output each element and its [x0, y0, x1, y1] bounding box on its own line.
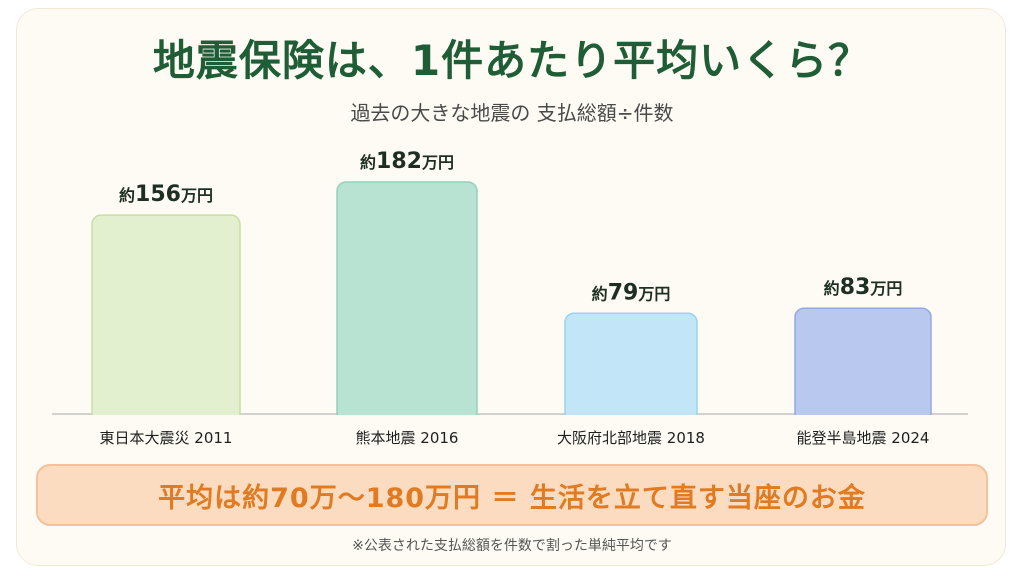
value-label-unit: 万円: [421, 153, 454, 172]
value-label-2: 約182万円: [360, 149, 454, 174]
value-label-prefix: 約: [824, 279, 840, 298]
category-label-2: 熊本地震 2016: [356, 429, 459, 447]
bar-base-mask-4: [793, 415, 933, 425]
category-label-4: 能登半島地震 2024: [797, 429, 930, 447]
summary-banner: 平均は約70万〜180万円 ＝ 生活を立て直す当座のお金: [36, 464, 988, 526]
chart-subtitle: 過去の大きな地震の 支払総額÷件数: [350, 101, 674, 125]
value-label-unit: 万円: [869, 279, 902, 298]
value-label-number: 182: [376, 149, 422, 174]
value-label-number: 156: [135, 182, 181, 207]
bar-base-mask-1: [90, 415, 242, 425]
category-label-3: 大阪府北部地震 2018: [557, 429, 705, 447]
value-label-prefix: 約: [119, 186, 135, 205]
value-label-3: 約79万円: [592, 280, 671, 305]
bar-4: [794, 307, 932, 423]
bar-1: [91, 214, 241, 423]
value-label-4: 約83万円: [824, 275, 903, 300]
bar-2: [336, 181, 478, 423]
value-label-prefix: 約: [360, 153, 376, 172]
value-label-number: 79: [608, 280, 639, 305]
value-label-1: 約156万円: [119, 182, 213, 207]
category-label-1: 東日本大震災 2011: [100, 429, 233, 447]
value-label-prefix: 約: [592, 284, 608, 303]
bar-3: [564, 312, 698, 423]
value-label-number: 83: [840, 275, 871, 300]
summary-banner-text: 平均は約70万〜180万円 ＝ 生活を立て直す当座のお金: [158, 482, 866, 514]
footnote: ※公表された支払総額を件数で割った単純平均です: [352, 538, 672, 554]
value-label-unit: 万円: [180, 186, 213, 205]
value-label-unit: 万円: [637, 284, 670, 303]
bar-base-mask-2: [335, 415, 479, 425]
page-title: 地震保険は、1件あたり平均いくら？: [152, 36, 872, 85]
bar-base-mask-3: [563, 415, 699, 425]
